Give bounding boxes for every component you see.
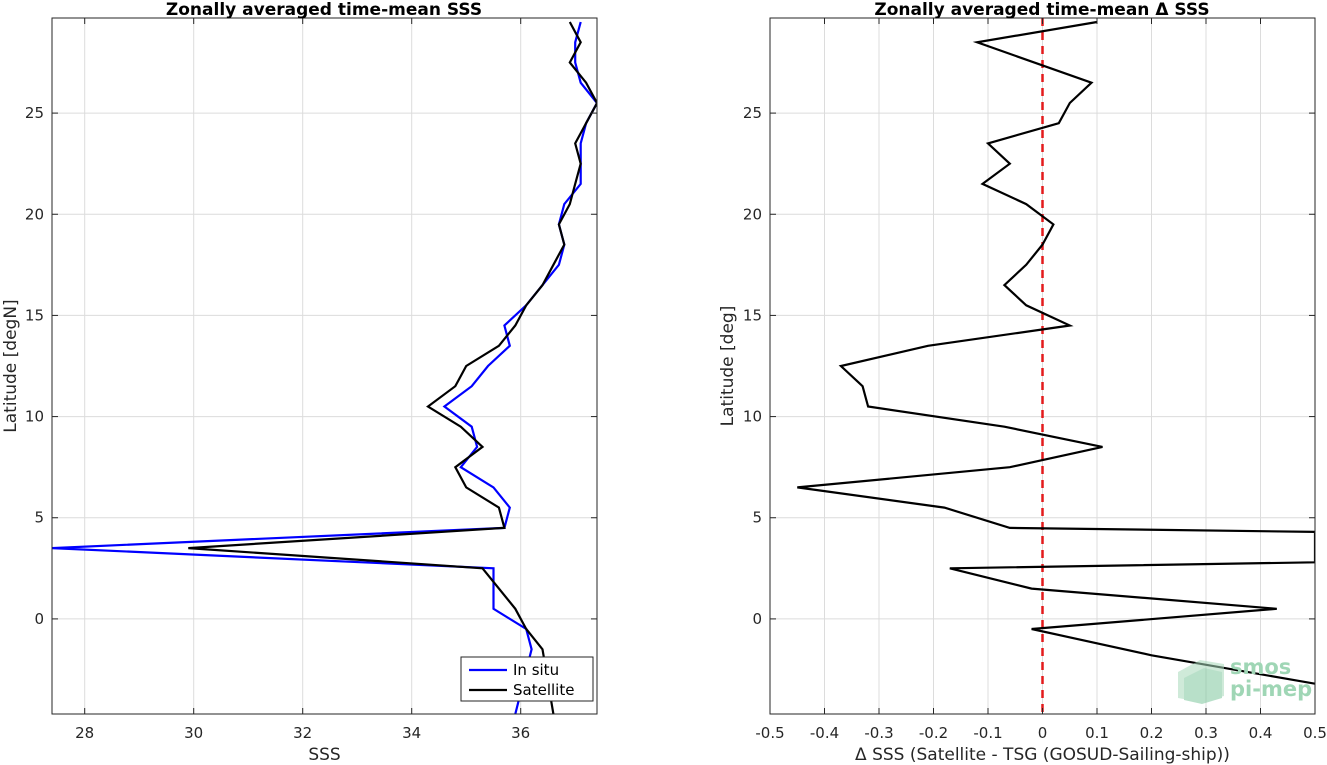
y-tick-label: 15	[25, 306, 44, 324]
legend-box	[460, 656, 594, 702]
series-line-delta-sss	[797, 20, 1315, 685]
series-line-satellite	[188, 21, 597, 714]
y-tick-label: 5	[34, 509, 44, 527]
y-tick-label: 25	[743, 104, 762, 122]
chart-title: Zonally averaged time-mean SSS	[166, 0, 482, 20]
x-tick-label: 0.2	[1140, 724, 1164, 742]
y-tick-label: 20	[743, 205, 762, 223]
delta-sss-panel: -0.5 -0.4 -0.3 -0.2 -0.1 0 0.1 0.2 0.3 0.4 0.5 0 5 10…	[718, 0, 1327, 765]
legend-label: In situ	[513, 661, 559, 679]
y-tick-label: 5	[752, 509, 762, 527]
x-axis-label: Δ SSS (Satellite - TSG (GOSUD-Sailing-sh…	[855, 745, 1230, 765]
x-tick-label: 30	[184, 724, 203, 742]
x-tick-label: 0.5	[1303, 724, 1327, 742]
smos-pi-mep-logo: smos pi-mep	[1178, 655, 1312, 704]
watermark-line2: pi-mep	[1230, 677, 1312, 701]
axes-box	[51, 17, 598, 715]
y-tick-label: 10	[25, 408, 44, 426]
x-tick-label: 0.3	[1194, 724, 1218, 742]
x-tick-label: 28	[75, 724, 94, 742]
sss-panel: 28 30 32 34 36 0 5 10 15 20 25 Zonally averaged tim…	[1, 0, 598, 765]
x-axis-label: SSS	[308, 745, 340, 765]
y-tick-label: 15	[743, 306, 762, 324]
y-axis-label: Latitude [degN]	[1, 299, 21, 432]
x-tick-label: -0.3	[864, 724, 893, 742]
chart-title: Zonally averaged time-mean Δ SSS	[874, 0, 1209, 20]
watermark-line1: smos	[1230, 655, 1291, 679]
y-tick-label: 10	[743, 408, 762, 426]
x-tick-label: 36	[511, 724, 530, 742]
x-tick-label: 32	[293, 724, 312, 742]
x-tick-label: 0.1	[1085, 724, 1109, 742]
x-tick-label: -0.1	[973, 724, 1002, 742]
y-tick-label: 0	[752, 610, 762, 628]
y-tick-label: 20	[25, 205, 44, 223]
x-tick-label: 0	[1038, 724, 1048, 742]
x-tick-label: 0.4	[1249, 724, 1273, 742]
x-tick-label: 34	[402, 724, 421, 742]
y-axis-label: Latitude [deg]	[718, 306, 738, 427]
y-tick-label: 25	[25, 104, 44, 122]
y-tick-label: 0	[34, 610, 44, 628]
x-tick-label: -0.2	[919, 724, 948, 742]
x-tick-label: -0.4	[810, 724, 839, 742]
legend-label: Satellite	[513, 681, 574, 699]
x-tick-label: -0.5	[755, 724, 784, 742]
